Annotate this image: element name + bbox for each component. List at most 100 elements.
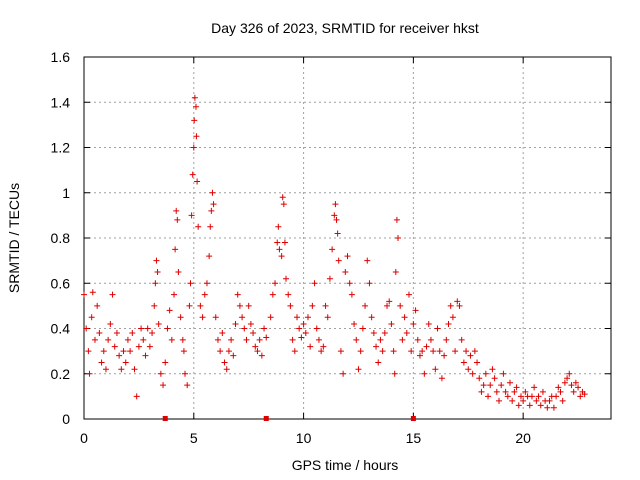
data-point bbox=[172, 246, 179, 253]
data-point bbox=[329, 246, 336, 253]
data-point bbox=[100, 348, 107, 355]
data-point bbox=[474, 359, 481, 366]
data-point bbox=[452, 348, 459, 355]
data-point bbox=[528, 393, 535, 400]
data-point bbox=[493, 388, 500, 395]
data-point bbox=[401, 314, 408, 321]
data-point bbox=[304, 314, 311, 321]
y-tick-label: 0.2 bbox=[51, 366, 71, 382]
data-point bbox=[140, 336, 147, 343]
y-tick-label: 1.6 bbox=[51, 49, 71, 65]
data-point bbox=[460, 359, 467, 366]
data-point bbox=[302, 330, 309, 337]
data-point bbox=[403, 330, 410, 337]
data-point bbox=[537, 402, 544, 409]
data-point bbox=[274, 239, 281, 246]
data-point bbox=[533, 397, 540, 404]
data-point bbox=[258, 352, 265, 359]
data-point bbox=[122, 359, 129, 366]
data-point bbox=[388, 320, 395, 327]
data-point bbox=[432, 366, 439, 373]
data-point bbox=[210, 201, 217, 208]
data-point bbox=[566, 370, 573, 377]
data-point bbox=[471, 348, 478, 355]
data-point bbox=[300, 320, 307, 327]
data-point bbox=[173, 207, 180, 214]
data-point bbox=[160, 382, 167, 389]
data-point bbox=[175, 268, 182, 275]
data-point bbox=[346, 280, 353, 287]
data-point bbox=[509, 397, 516, 404]
data-point bbox=[113, 330, 120, 337]
data-point bbox=[489, 366, 496, 373]
data-point bbox=[193, 133, 200, 140]
data-point bbox=[434, 325, 441, 332]
data-point bbox=[131, 366, 138, 373]
data-point bbox=[291, 348, 298, 355]
data-point bbox=[111, 343, 118, 350]
data-point bbox=[309, 302, 316, 309]
x-tick-label: 20 bbox=[515, 430, 531, 446]
data-point bbox=[331, 212, 338, 219]
data-point bbox=[454, 298, 461, 305]
tick-layer: 0 0.2 0.4 0.6 0.8 1 1.2 1.4 1.6 0 5 10 15 20 bbox=[51, 49, 611, 446]
data-point bbox=[256, 336, 263, 343]
data-point bbox=[184, 382, 191, 389]
y-tick-label: 1.2 bbox=[51, 140, 71, 156]
data-point bbox=[421, 370, 428, 377]
data-point bbox=[517, 393, 524, 400]
data-point bbox=[118, 366, 125, 373]
data-point bbox=[261, 325, 268, 332]
data-point bbox=[201, 291, 208, 298]
data-point bbox=[91, 336, 98, 343]
y-tick-label: 0.8 bbox=[51, 230, 71, 246]
data-point bbox=[234, 291, 241, 298]
data-point bbox=[550, 404, 557, 411]
data-point bbox=[105, 336, 112, 343]
data-point bbox=[559, 397, 566, 404]
data-point bbox=[162, 359, 169, 366]
data-point bbox=[546, 397, 553, 404]
data-point bbox=[230, 352, 237, 359]
data-point bbox=[315, 336, 322, 343]
data-point bbox=[188, 212, 195, 219]
data-point bbox=[465, 366, 472, 373]
data-point bbox=[192, 103, 199, 110]
data-point bbox=[151, 302, 158, 309]
data-point bbox=[296, 325, 303, 332]
data-point bbox=[522, 388, 529, 395]
data-point bbox=[212, 314, 219, 321]
data-point bbox=[555, 384, 562, 391]
data-point bbox=[506, 379, 513, 386]
data-point bbox=[298, 334, 305, 341]
y-tick-label: 0 bbox=[62, 411, 70, 427]
data-point bbox=[405, 291, 412, 298]
data-point bbox=[377, 336, 384, 343]
data-point bbox=[476, 375, 483, 382]
data-point bbox=[487, 382, 494, 389]
data-point bbox=[241, 325, 248, 332]
data-point bbox=[285, 291, 292, 298]
data-point bbox=[203, 280, 210, 287]
data-point bbox=[502, 388, 509, 395]
data-point bbox=[416, 352, 423, 359]
data-point bbox=[366, 280, 373, 287]
data-point bbox=[129, 330, 136, 337]
data-point bbox=[412, 307, 419, 314]
data-point bbox=[324, 314, 331, 321]
data-point bbox=[180, 348, 187, 355]
data-point bbox=[283, 275, 290, 282]
data-point bbox=[500, 370, 507, 377]
data-point bbox=[581, 391, 588, 398]
data-point bbox=[570, 388, 577, 395]
data-point bbox=[197, 302, 204, 309]
data-point bbox=[391, 370, 398, 377]
data-point bbox=[228, 336, 235, 343]
data-point bbox=[373, 343, 380, 350]
data-point bbox=[144, 325, 151, 332]
data-point bbox=[138, 325, 145, 332]
data-point bbox=[207, 223, 214, 230]
data-point bbox=[171, 291, 178, 298]
data-point bbox=[81, 291, 87, 298]
data-point bbox=[189, 171, 196, 178]
